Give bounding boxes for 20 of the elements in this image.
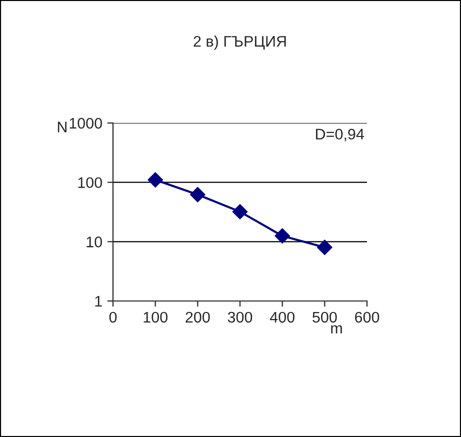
x-axis-title: m [331,325,342,334]
x-tick-label: 300 [228,312,252,323]
point [148,172,163,188]
x-tick-label: 100 [144,312,168,323]
point [190,187,206,202]
y-axis-title: N [58,122,66,132]
y-tick-label: 1000 [70,118,102,129]
x-tick-label: 500 [312,312,337,323]
y-tick-label: 100 [78,177,102,188]
x-tick-label: 600 [355,312,380,323]
x-tick-label: 200 [186,312,210,323]
x-tick-label: 400 [270,312,294,323]
point [274,228,290,244]
chart-title: 2 в) ГЪРЦИЯ [194,36,286,50]
point [232,204,248,220]
point [317,240,332,255]
y-tick-label: 1 [95,296,102,307]
annotation: D=0,94 [316,128,364,142]
y-tick-label: 10 [86,236,102,248]
x-tick-label: 0 [109,312,117,323]
